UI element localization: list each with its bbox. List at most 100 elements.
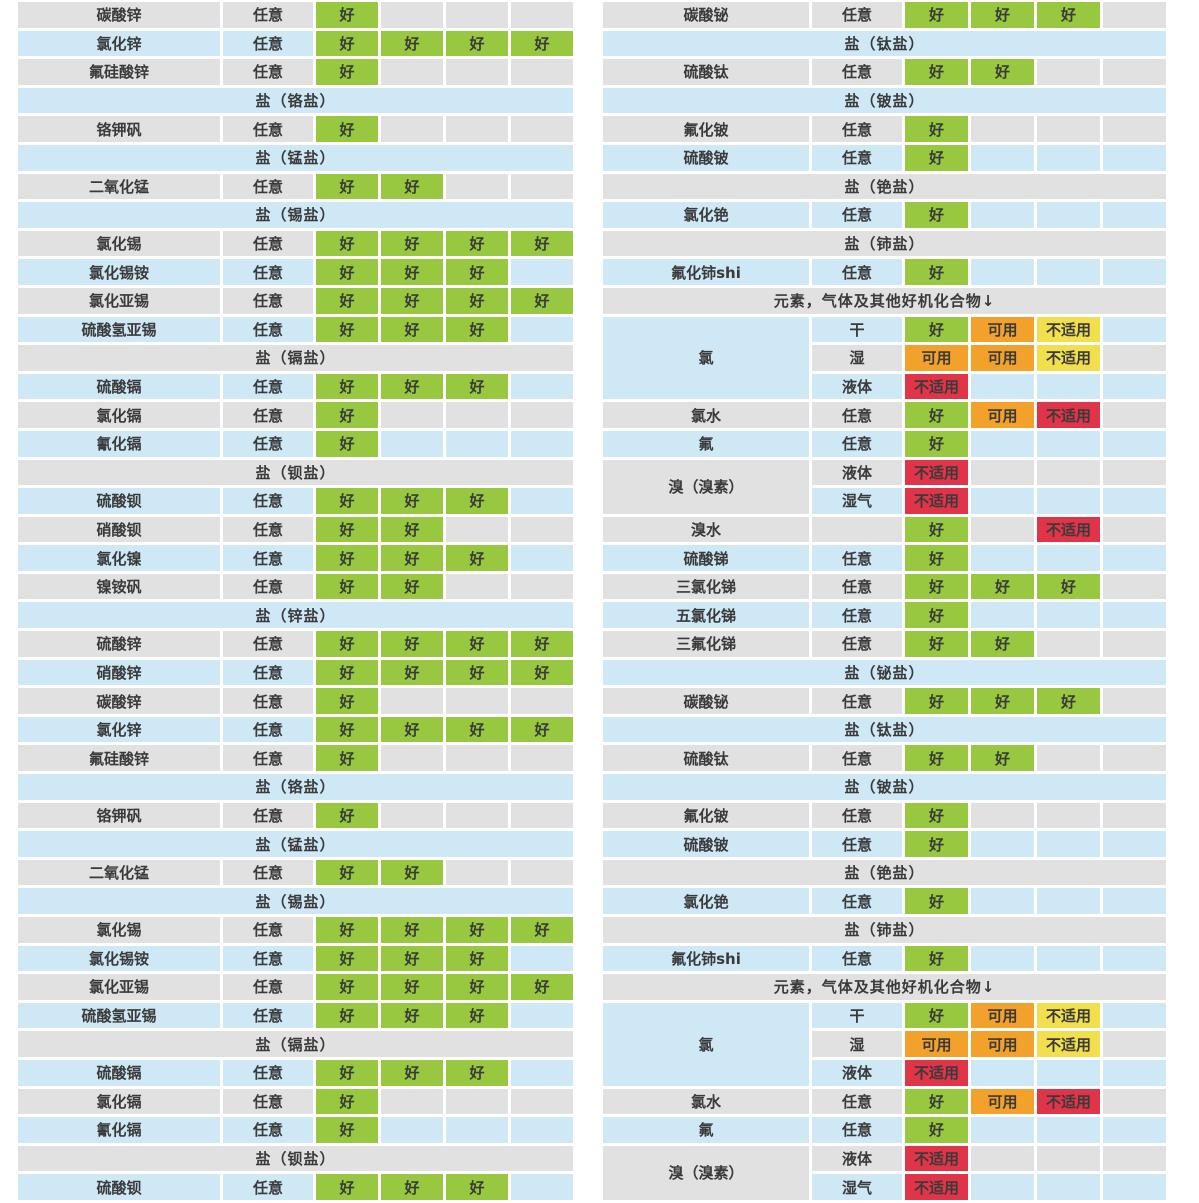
rating-cell: 好 [511,974,573,1000]
rating-cell: 好 [381,259,443,285]
chemical-row: 硫酸锑 任意好 [603,545,1166,571]
condition-cell: 任意 [812,745,902,772]
condition-cell: 任意 [812,602,902,629]
chemical-name-cell: 氟硅酸锌 [18,745,220,772]
rating-cell: 好 [905,1088,968,1115]
rating-cell-empty [446,430,508,457]
condition-cell: 任意 [223,917,313,943]
condition-cell: 湿 [812,345,902,371]
rating-cell: 好 [316,1117,378,1143]
condition-cell: 任意 [223,745,313,772]
chemical-name-cell: 五氯化锑 [603,602,809,629]
condition-cell: 任意 [223,59,313,85]
rating-cell: 好 [316,974,378,1000]
chemical-row: 氟化铈shi 任意好 [603,945,1166,972]
rating-cell: 好 [446,631,508,657]
condition-cell: 任意 [812,888,902,914]
condition-cell: 任意 [223,545,313,571]
rating-cell-empty [1037,488,1100,514]
condition-cell: 任意 [223,1059,313,1086]
rating-cell: 好 [446,230,508,257]
rating-cell-empty [1037,144,1100,171]
rating-cell: 好 [381,659,443,686]
rating-cell-empty [381,402,443,428]
chemical-row: 氰化镉 任意好 [18,430,573,457]
rating-cell: 好 [381,859,443,886]
rating-cell: 好 [905,116,968,142]
section-header-row: 盐（铯盐） [603,173,1166,200]
section-header-row: 盐（钛盐） [603,716,1166,743]
rating-cell-empty [511,173,573,200]
chemical-name-cell: 氟 [603,1117,809,1143]
rating-cell: 好 [511,230,573,257]
chemical-group-row: 氯干好可用 不适用 [603,1002,1166,1086]
chemical-name-cell: 氟化铈shi [603,945,809,972]
rating-cell: 好 [316,745,378,772]
rating-cell-empty [446,2,508,28]
rating-cell-empty [1103,945,1166,972]
section-header-cell: 盐（铯盐） [603,859,1166,886]
chemical-name-cell: 二氧化锰 [18,173,220,200]
rating-cell-empty [511,1174,573,1200]
rating-cell-empty [971,116,1034,142]
rating-cell: 好 [905,1002,968,1029]
section-header-cell: 盐（锡盐） [18,202,573,228]
condition-cell: 液体 [812,1059,902,1086]
chemical-row: 氟化铍 任意好 [603,116,1166,142]
rating-cell: 不适用 [905,459,968,486]
condition-cell: 任意 [812,202,902,228]
chemical-name-cell: 硫酸镉 [18,1059,220,1086]
rating-cell: 好 [1037,2,1100,28]
rating-cell: 好 [316,659,378,686]
rating-cell: 好 [971,745,1034,772]
chemical-name-cell: 氯化铯 [603,202,809,228]
rating-cell-empty [971,488,1034,514]
chemical-row: 硫酸铍 任意好 [603,831,1166,857]
condition-cell: 任意 [223,259,313,285]
section-header-cell: 元素，气体及其他好机化合物↓ [603,287,1166,314]
rating-cell-empty [1103,459,1166,486]
chemical-name-cell: 硫酸锑 [603,545,809,571]
chemical-group-sub-row: 湿气 不适用 [603,1174,1166,1200]
rating-cell-empty [971,144,1034,171]
rating-cell-empty [1103,345,1166,371]
condition-cell: 任意 [812,59,902,85]
rating-cell-empty [446,173,508,200]
chemical-name-cell: 溴（溴素） [603,1145,809,1200]
chemical-name-cell: 碳酸铋 [603,688,809,714]
rating-cell-empty [1037,202,1100,228]
rating-cell: 好 [316,945,378,972]
rating-cell: 好 [316,430,378,457]
chemical-row: 五氯化锑 任意好 [603,602,1166,629]
rating-cell: 好 [905,2,968,28]
condition-cell: 任意 [812,430,902,457]
rating-cell: 好 [1037,688,1100,714]
rating-cell-empty [1103,1031,1166,1057]
rating-cell: 好 [381,1059,443,1086]
section-header-row: 盐（铍盐） [603,87,1166,114]
rating-cell: 好 [381,631,443,657]
condition-cell: 任意 [812,802,902,829]
rating-cell-empty [1037,59,1100,85]
chemical-name-cell: 硝酸钡 [18,516,220,543]
rating-cell: 好 [905,516,968,543]
rating-cell-empty [511,573,573,600]
chemical-row: 氯水 任意好可用 不适用 [603,402,1166,428]
chemical-name-cell: 氰化镉 [18,430,220,457]
rating-cell: 好 [381,373,443,400]
chemical-name-cell: 硫酸铍 [603,831,809,857]
rating-cell-empty [1037,373,1100,400]
rating-cell: 好 [316,859,378,886]
chemical-row: 硫酸氢亚锡 任意好好好 [18,316,573,343]
section-header-row: 元素，气体及其他好机化合物↓ [603,974,1166,1000]
rating-cell: 不适用 [905,488,968,514]
rating-cell: 好 [316,631,378,657]
section-header-cell: 盐（铬盐） [18,774,573,800]
chemical-row: 硫酸镉 任意好好好 [18,373,573,400]
rating-cell-empty [1037,116,1100,142]
rating-cell: 好 [446,1059,508,1086]
rating-cell-empty [446,859,508,886]
condition-cell: 任意 [223,1174,313,1200]
chemical-row: 硫酸镉 任意好好好 [18,1059,573,1086]
rating-cell: 好 [381,1174,443,1200]
